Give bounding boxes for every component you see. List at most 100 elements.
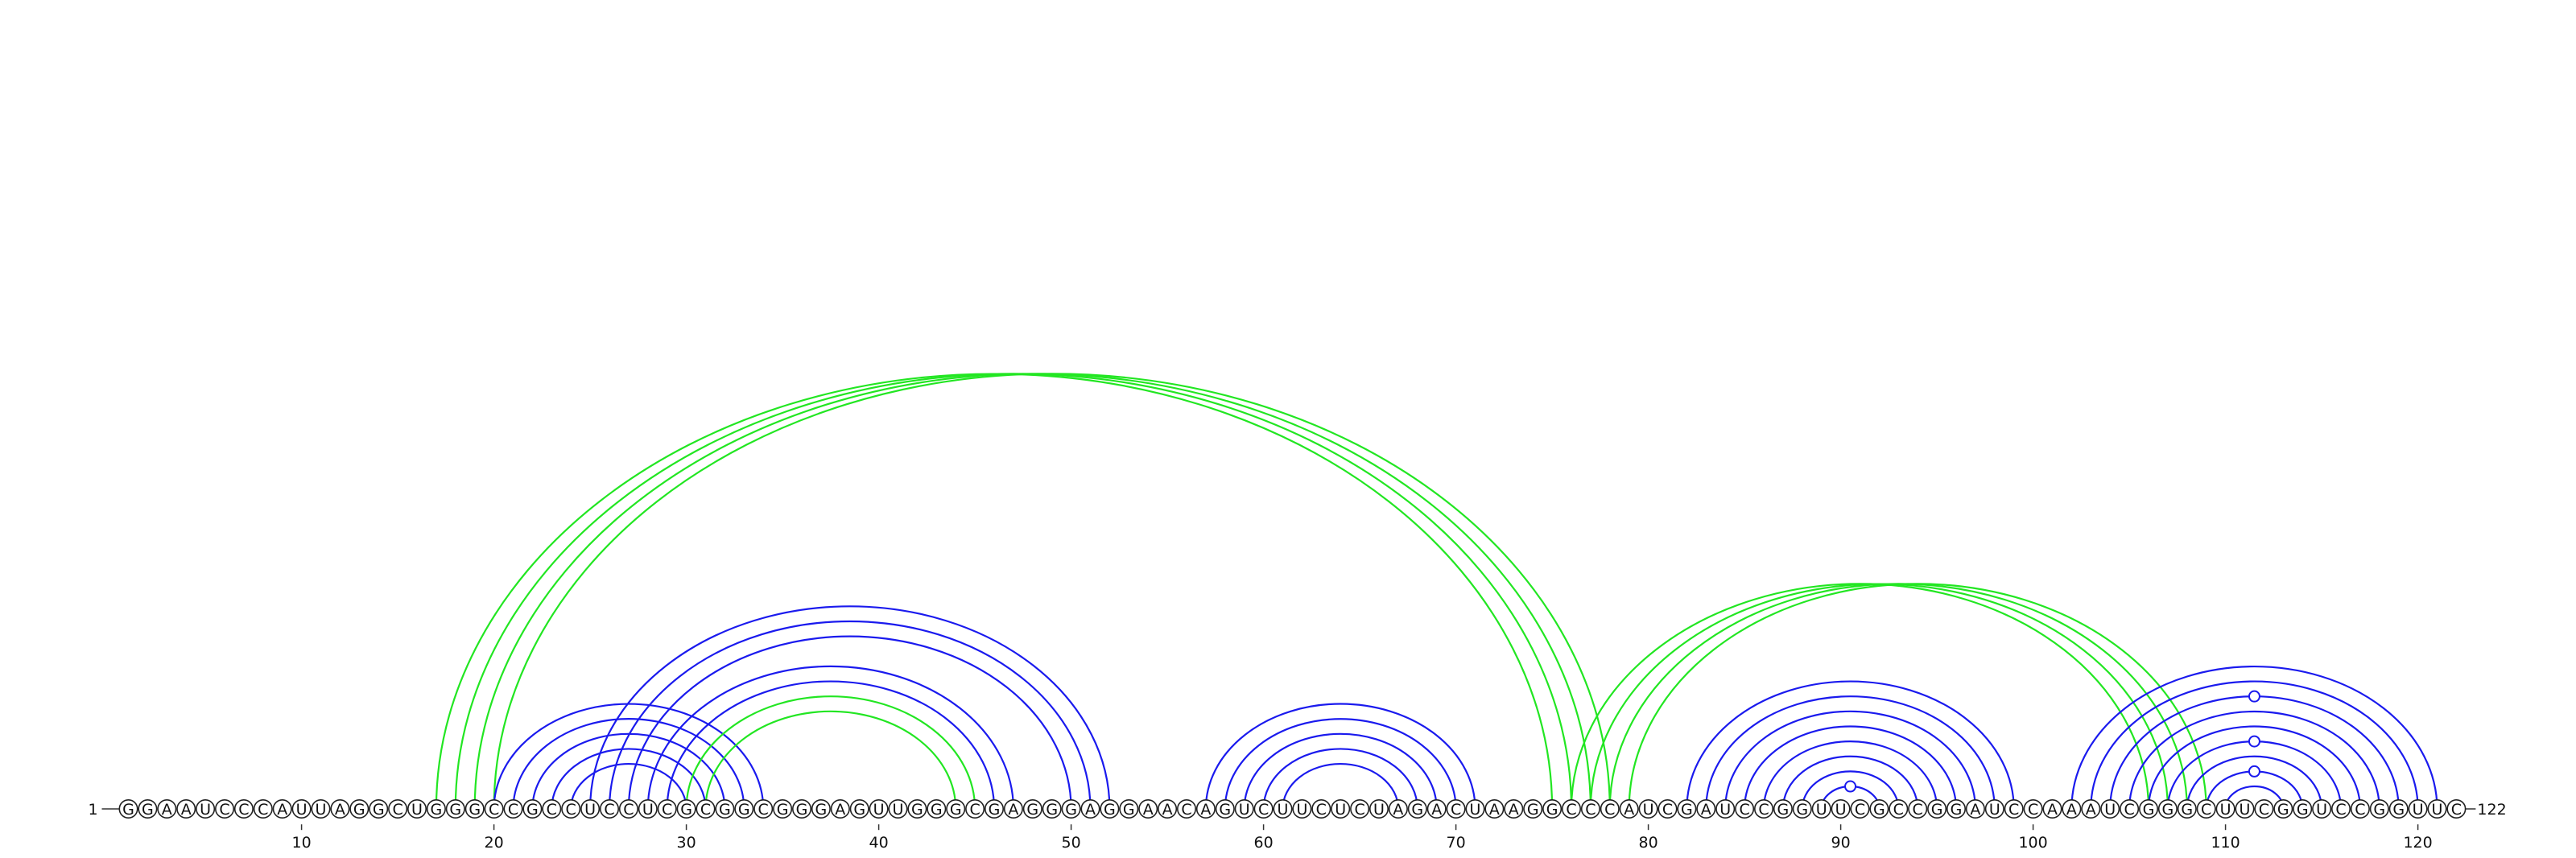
nucleotide-circle (1600, 798, 1620, 819)
axis-tick-label: 90 (1831, 834, 1851, 852)
nucleotide: C (1908, 798, 1928, 819)
nucleotide-circle (2157, 798, 2178, 819)
nucleotide-circle (2235, 798, 2255, 819)
nucleotide: G (849, 798, 869, 819)
nucleotide: G (464, 798, 485, 819)
nucleotide-letter: C (2451, 801, 2462, 819)
base-pair-arc (570, 762, 687, 810)
nucleotide-letter: U (1470, 801, 1481, 819)
nucleotide: A (2042, 798, 2062, 819)
nucleotide: C (1446, 798, 1466, 819)
nucleotide-circle (542, 798, 562, 819)
nucleotide-letter: A (1162, 801, 1173, 819)
nucleotide: A (1158, 798, 1178, 819)
nucleotide-letter: U (1816, 801, 1827, 819)
nucleotide: G (138, 798, 158, 819)
nucleotide-letter: G (1951, 801, 1963, 819)
axis-tick-label: 40 (869, 834, 889, 852)
nucleotide-letter: A (2086, 801, 2096, 819)
base-pair-arc (1801, 770, 1900, 810)
nucleotide: G (1927, 798, 1947, 819)
nucleotide-circle (2042, 798, 2062, 819)
nucleotide: G (927, 798, 947, 819)
nucleotide-letter: G (2392, 801, 2405, 819)
nucleotide-letter: U (1335, 801, 1346, 819)
nucleotide-letter: U (1989, 801, 2000, 819)
nucleotide-circle (1792, 798, 1812, 819)
nucleotide-letter: G (989, 801, 1001, 819)
noncanonical-pair-marker (2248, 690, 2260, 703)
base-pair-arc (1204, 703, 1476, 810)
nucleotide-circle (1215, 798, 1235, 819)
nucleotide-letter: U (642, 801, 654, 819)
nucleotide-circle (1735, 798, 1755, 819)
nucleotide: G (1792, 798, 1812, 819)
nucleotide: C (657, 798, 677, 819)
nucleotide-circle (927, 798, 947, 819)
nucleotide-letter: U (1835, 801, 1847, 819)
nucleotide: A (176, 798, 196, 819)
nucleotide: G (445, 798, 465, 819)
nucleotide-circle (2350, 798, 2370, 819)
nucleotide: C (1562, 798, 1582, 819)
nucleotide-letter: C (489, 801, 499, 819)
nucleotide: G (907, 798, 927, 819)
nucleotide-letter: C (2201, 801, 2211, 819)
nucleotide-circle (638, 798, 658, 819)
nucleotide-circle (1850, 798, 1870, 819)
nucleotide-letter: G (1026, 801, 1038, 819)
nucleotide-circle (253, 798, 273, 819)
base-pair-arc (512, 718, 745, 810)
nucleotide: G (734, 798, 754, 819)
nucleotide-circle (311, 798, 331, 819)
nucleotide-circle (1003, 798, 1023, 819)
nucleotide-circle (753, 798, 774, 819)
nucleotide: U (1369, 798, 1389, 819)
nucleotide: G (1542, 798, 1563, 819)
nucleotide-letter: G (1104, 801, 1116, 819)
nucleotide-letter: G (526, 801, 539, 819)
nucleotide-letter: U (1278, 801, 1289, 819)
nucleotide-letter: C (1604, 801, 1615, 819)
nucleotide: G (1061, 798, 1081, 819)
nucleotide-letter: C (604, 801, 614, 819)
axis-tick-label: 100 (2018, 834, 2047, 852)
nucleotide-letter: C (1316, 801, 1327, 819)
nucleotide-circle (1927, 798, 1947, 819)
base-pair-arc (2070, 665, 2438, 810)
nucleotide-letter: U (2316, 801, 2327, 819)
nucleotide-circle (1273, 798, 1293, 819)
nucleotide-circle (1195, 798, 1216, 819)
nucleotide-letter: C (566, 801, 576, 819)
nucleotide-circle (676, 798, 696, 819)
nucleotide: G (946, 798, 966, 819)
nucleotide-letter: C (547, 801, 557, 819)
nucleotide: U (1292, 798, 1312, 819)
nucleotide: G (2273, 798, 2293, 819)
nucleotide-letter: U (1296, 801, 1307, 819)
nucleotide: U (1811, 798, 1831, 819)
nucleotide-letter: G (853, 801, 865, 819)
nucleotide-letter: A (1970, 801, 1980, 819)
axis-tick-label: 70 (1447, 834, 1466, 852)
noncanonical-pair-marker (2248, 735, 2260, 748)
nucleotide: C (2254, 798, 2274, 819)
nucleotide: C (618, 798, 638, 819)
base-pair-arc (1744, 725, 1958, 810)
nucleotide: A (272, 798, 292, 819)
nucleotide-circle (369, 798, 389, 819)
nucleotide-circle (811, 798, 831, 819)
nucleotide-circle (138, 798, 158, 819)
nucleotide-letter: C (2355, 801, 2365, 819)
nucleotide: U (638, 798, 658, 819)
nucleotide-circle (696, 798, 716, 819)
nucleotide-circle (1811, 798, 1831, 819)
nucleotide: G (522, 798, 543, 819)
nucleotide-letter: A (1431, 801, 1442, 819)
base-pair-arc (1628, 583, 2207, 810)
nucleotide: U (1638, 798, 1658, 819)
nucleotide-letter: A (835, 801, 845, 819)
nucleotide-circle (272, 798, 292, 819)
nucleotide-circle (1350, 798, 1370, 819)
nucleotide-circle (907, 798, 927, 819)
